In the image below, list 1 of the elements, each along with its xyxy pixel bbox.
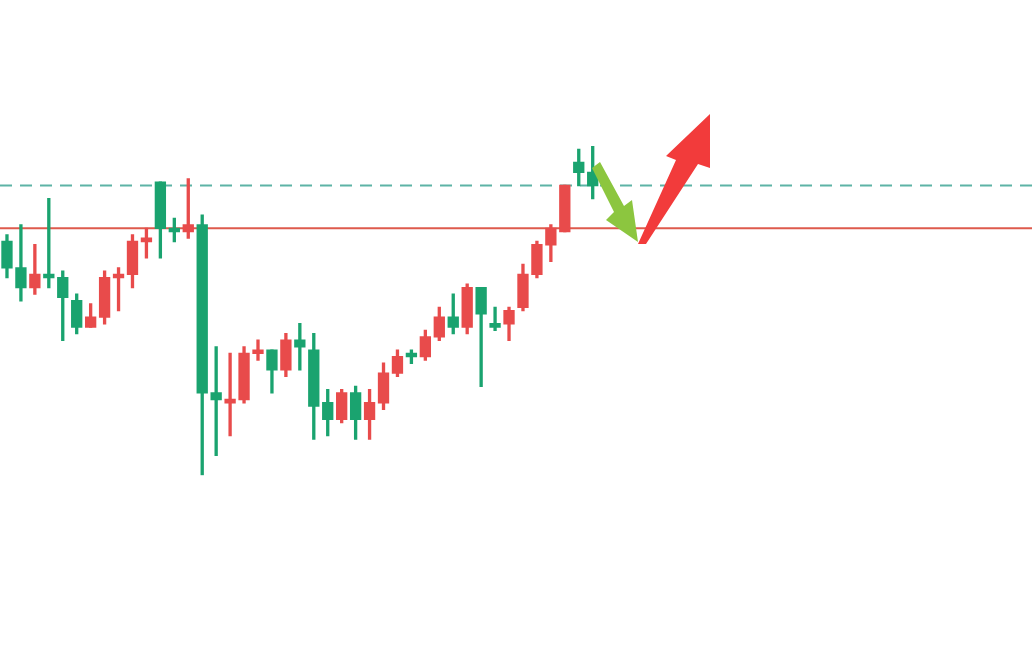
candlestick (489, 306, 501, 332)
